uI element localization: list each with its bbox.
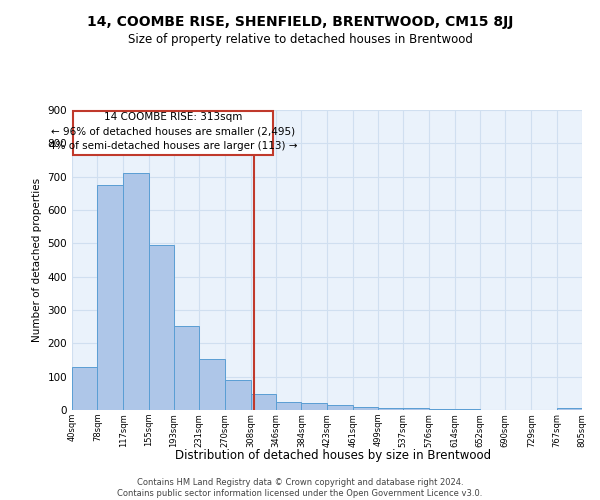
Bar — [226, 380, 251, 410]
Bar — [251, 394, 276, 410]
Text: 14, COOMBE RISE, SHENFIELD, BRENTWOOD, CM15 8JJ: 14, COOMBE RISE, SHENFIELD, BRENTWOOD, C… — [87, 15, 513, 29]
Text: 4% of semi-detached houses are larger (113) →: 4% of semi-detached houses are larger (1… — [49, 141, 298, 151]
Bar — [124, 174, 149, 410]
Bar — [199, 360, 226, 410]
Bar — [353, 406, 378, 410]
Bar — [301, 404, 328, 410]
Bar — [149, 245, 174, 410]
FancyBboxPatch shape — [73, 110, 274, 155]
Bar — [97, 185, 124, 410]
Bar — [403, 408, 430, 410]
Text: Distribution of detached houses by size in Brentwood: Distribution of detached houses by size … — [175, 448, 491, 462]
Text: Contains HM Land Registry data © Crown copyright and database right 2024.
Contai: Contains HM Land Registry data © Crown c… — [118, 478, 482, 498]
Text: ← 96% of detached houses are smaller (2,495): ← 96% of detached houses are smaller (2,… — [51, 126, 295, 136]
Bar — [328, 404, 353, 410]
Text: Size of property relative to detached houses in Brentwood: Size of property relative to detached ho… — [128, 32, 472, 46]
Text: 14 COOMBE RISE: 313sqm: 14 COOMBE RISE: 313sqm — [104, 112, 242, 122]
Bar — [276, 402, 301, 410]
Bar — [430, 409, 455, 410]
Bar — [72, 366, 97, 410]
Bar — [378, 408, 403, 410]
Bar — [557, 408, 582, 410]
Bar — [174, 326, 199, 410]
Y-axis label: Number of detached properties: Number of detached properties — [32, 178, 42, 342]
